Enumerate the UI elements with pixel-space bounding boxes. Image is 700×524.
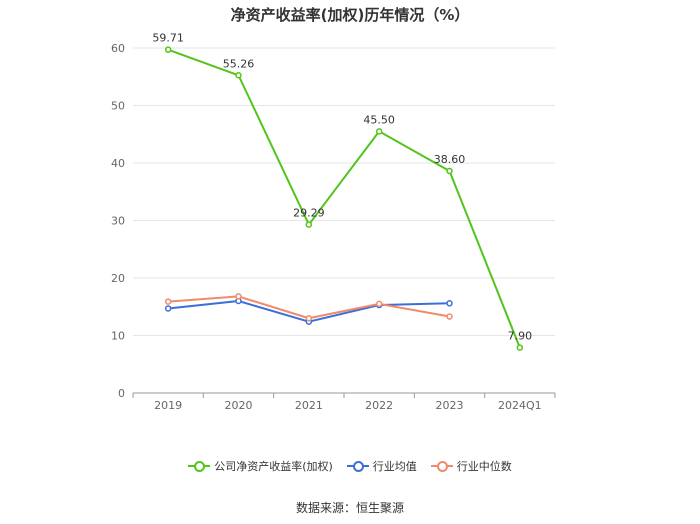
y-tick-label: 20	[111, 272, 125, 285]
data-point	[446, 167, 453, 175]
legend-swatch-industry-median	[430, 460, 453, 472]
series-layer	[164, 46, 524, 351]
legend-item-industry-median[interactable]: 行业中位数	[430, 458, 512, 474]
data-point	[305, 315, 313, 322]
legend-label-industry-median: 行业中位数	[456, 460, 512, 473]
data-point	[235, 72, 242, 79]
data-point	[305, 221, 313, 228]
source-note: 数据来源：恒生聚源	[295, 501, 404, 515]
y-tick-label: 0	[118, 387, 125, 400]
data-point	[164, 298, 172, 305]
legend-item-company[interactable]: 公司净资产收益率(加权)	[188, 458, 333, 474]
axis-layer: 0 10 20 30 40 50 60 2019 2020 2021 2022 2023 2024Q1	[111, 42, 556, 412]
series-line	[167, 48, 521, 348]
data-label: 38.60	[434, 153, 466, 166]
data-point	[375, 300, 383, 308]
y-tick-label: 10	[111, 330, 125, 343]
grid-layer	[133, 47, 555, 336]
data-point	[164, 305, 172, 312]
data-point	[516, 344, 524, 351]
y-tick-label: 30	[111, 215, 125, 228]
x-tick-label: 2024Q1	[498, 399, 542, 412]
legend-swatch-industry-mean	[346, 460, 369, 472]
legend-swatch-company	[188, 460, 211, 472]
series-line	[168, 295, 450, 320]
x-tick-label: 2019	[154, 399, 182, 412]
legend: 公司净资产收益率(加权) 行业均值 行业中位数	[0, 458, 700, 474]
x-tick-label: 2021	[295, 399, 323, 412]
data-label: 59.71	[152, 32, 184, 45]
data-point	[164, 46, 172, 53]
data-label: 55.26	[223, 57, 255, 70]
y-tick-label: 60	[111, 42, 125, 55]
data-label: 45.50	[363, 113, 395, 126]
y-tick-label: 40	[111, 157, 125, 170]
legend-label-industry-mean: 行业均值	[372, 460, 417, 473]
x-tick-label: 2022	[365, 399, 393, 412]
legend-label-company: 公司净资产收益率(加权)	[214, 460, 333, 473]
x-tick-label: 2020	[225, 399, 253, 412]
data-point	[446, 300, 453, 307]
chart-title: 净资产收益率(加权)历年情况（%）	[230, 6, 470, 24]
y-tick-label: 50	[111, 100, 125, 113]
legend-item-industry-mean[interactable]: 行业均值	[346, 458, 417, 474]
data-label: 7.90	[508, 330, 533, 343]
data-label: 29.29	[293, 207, 325, 220]
x-tick-label: 2023	[436, 399, 464, 412]
data-label-layer: 59.71 55.26 29.29 45.50 38.60 7.90	[152, 32, 532, 343]
data-point	[235, 293, 242, 300]
data-point	[375, 128, 383, 135]
data-point	[446, 313, 453, 320]
